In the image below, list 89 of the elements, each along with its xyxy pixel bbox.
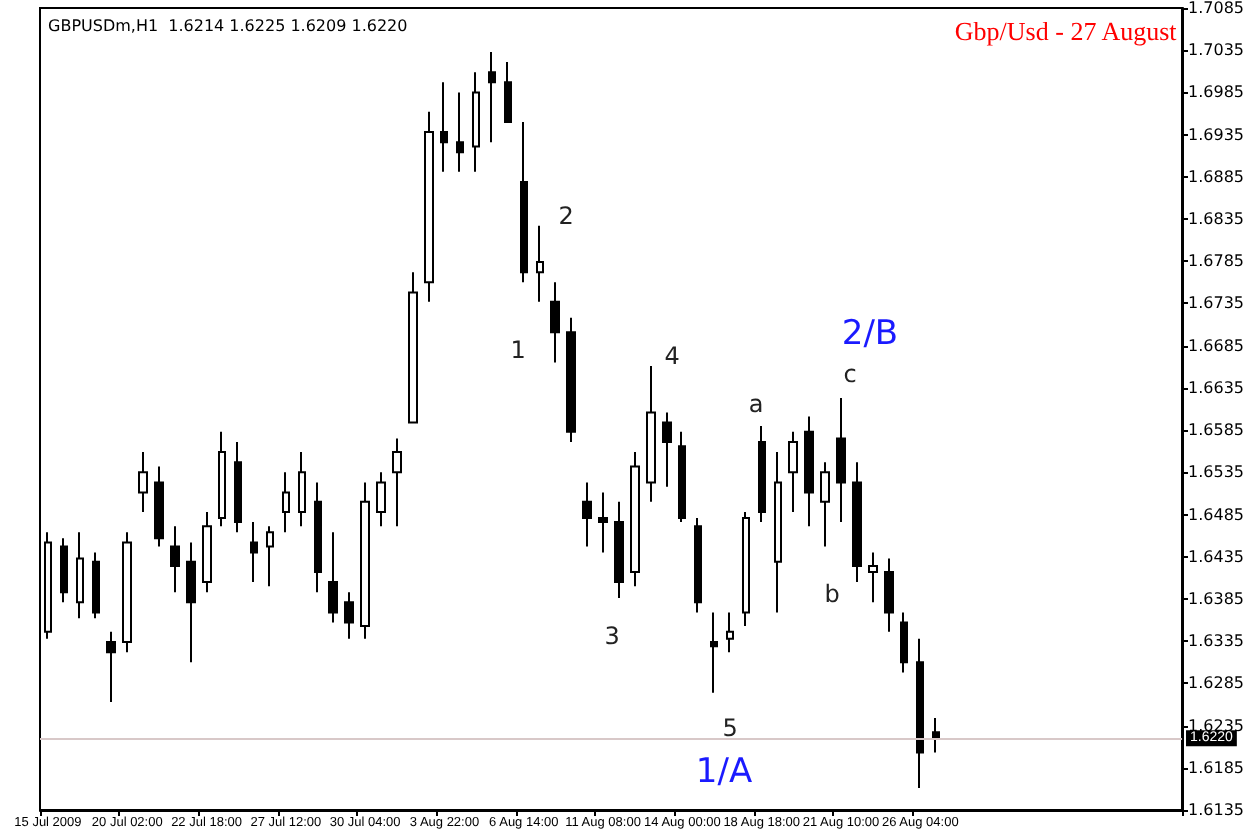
y-tick-label: 1.6485 [1188,505,1245,524]
candlestick [646,364,656,503]
candlestick [122,531,132,654]
annotation: 5 [722,714,738,742]
candlestick [218,430,226,528]
y-tick-label: 1.6585 [1188,421,1245,440]
y-tick-label: 1.6835 [1188,210,1245,229]
text: GBPUSDm,H1 1.6214 1.6225 1.6209 1.6220 [48,17,408,35]
candlestick [852,461,862,584]
annotation: c [843,360,857,388]
candlestick [582,481,592,548]
y-tick-label: 1.6235 [1188,716,1245,735]
candlestick [376,471,386,528]
candlestick [106,630,116,703]
y-tick-label: 1.7035 [1188,41,1245,60]
candlestick [234,440,242,534]
annotation: 4 [664,342,680,370]
y-tick-label: 1.6435 [1188,547,1245,566]
candlestick [520,120,528,284]
candlestick [916,637,924,790]
candlestick [742,510,750,627]
chart-title: Gbp/Usd - 27 August [954,16,1178,46]
annotation: 1 [510,336,526,364]
candlestick [138,451,148,513]
y-tick-label: 1.6285 [1188,674,1245,693]
y-tick-label: 1.6785 [1188,252,1245,271]
annotation: b [824,580,840,608]
y-tick-label: 1.6635 [1188,378,1245,397]
candlestick [678,430,686,524]
candlestick [504,61,512,123]
candlestick [360,481,370,640]
candlestick [170,525,180,594]
candlestick [472,71,480,173]
candlestick [344,591,354,640]
candlestick [774,451,782,614]
candlestick [202,510,212,594]
annotation: 1/A [695,752,753,792]
candlestick [92,551,100,620]
candlestick [282,471,290,534]
candlestick [566,316,576,443]
annotation: 2 [558,202,574,230]
candlestick [900,611,908,674]
candlestick [424,110,434,303]
y-tick-label: 1.6685 [1188,336,1245,355]
candlestick [250,521,258,584]
candlestick [298,451,306,528]
candlestick [614,500,624,600]
candlestick [662,411,672,488]
candlestick [630,451,640,588]
candlestick [314,481,322,594]
candlestick [186,541,196,664]
y-tick-label: 1.6185 [1188,758,1245,777]
annotation: a [748,390,764,418]
candlestick [266,525,274,588]
candlestick [820,461,830,548]
candlestick [726,611,734,654]
candlestick [60,537,68,604]
candlestick [488,50,496,144]
candlestick [550,281,560,364]
candlestick [440,81,448,173]
y-tick-label: 1.6985 [1188,83,1245,102]
candlestick [44,531,52,640]
annotation: 2/B [841,314,899,354]
y-tick-label: 1.6135 [1188,801,1245,819]
candlestick [456,91,464,173]
candlestick [836,397,846,524]
candlestick [884,557,894,633]
candlestick [804,415,814,528]
candlestick [868,551,878,604]
candlestick [694,516,702,614]
candlestick [598,491,608,554]
candlestick [328,531,338,624]
candlestick [408,271,418,424]
candlestick [758,424,766,524]
candlestick [788,430,798,513]
y-tick-label: 1.6935 [1188,125,1245,144]
candlestick [392,437,402,528]
y-tick-label: 1.6335 [1188,632,1245,651]
candlestick [76,531,84,620]
y-tick-label: 1.6885 [1188,167,1245,186]
y-tick-label: 1.6535 [1188,463,1245,482]
candlestick [932,716,940,754]
candlestick [154,465,164,548]
y-tick-label: 1.6735 [1188,294,1245,313]
candlestick [710,611,718,694]
y-tick-label: 1.6385 [1188,589,1245,608]
y-tick-label: 1.7085 [1188,0,1245,17]
candlestick [536,224,544,303]
annotation: 3 [604,622,620,650]
